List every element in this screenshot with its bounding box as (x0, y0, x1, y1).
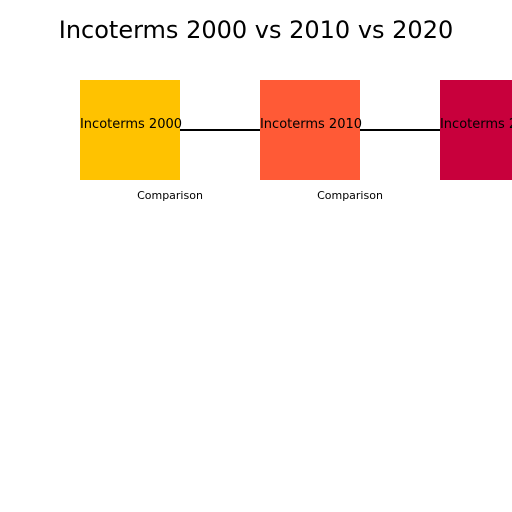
diagram-title: Incoterms 2000 vs 2010 vs 2020 (58, 16, 454, 44)
node-box-2000 (80, 80, 180, 180)
node-label-2020: Incoterms 2020 (439, 117, 512, 132)
node-label-2000: Incoterms 2000 (79, 117, 183, 132)
edge-label-2000-2010: Comparison (137, 189, 203, 202)
edge-label-2010-2020: Comparison (317, 189, 383, 202)
node-box-2010 (260, 80, 360, 180)
node-box-2020 (440, 80, 512, 180)
node-label-2010: Incoterms 2010 (259, 117, 363, 132)
edge-line-2010-2020 (360, 129, 440, 131)
edge-line-2000-2010 (180, 129, 260, 131)
